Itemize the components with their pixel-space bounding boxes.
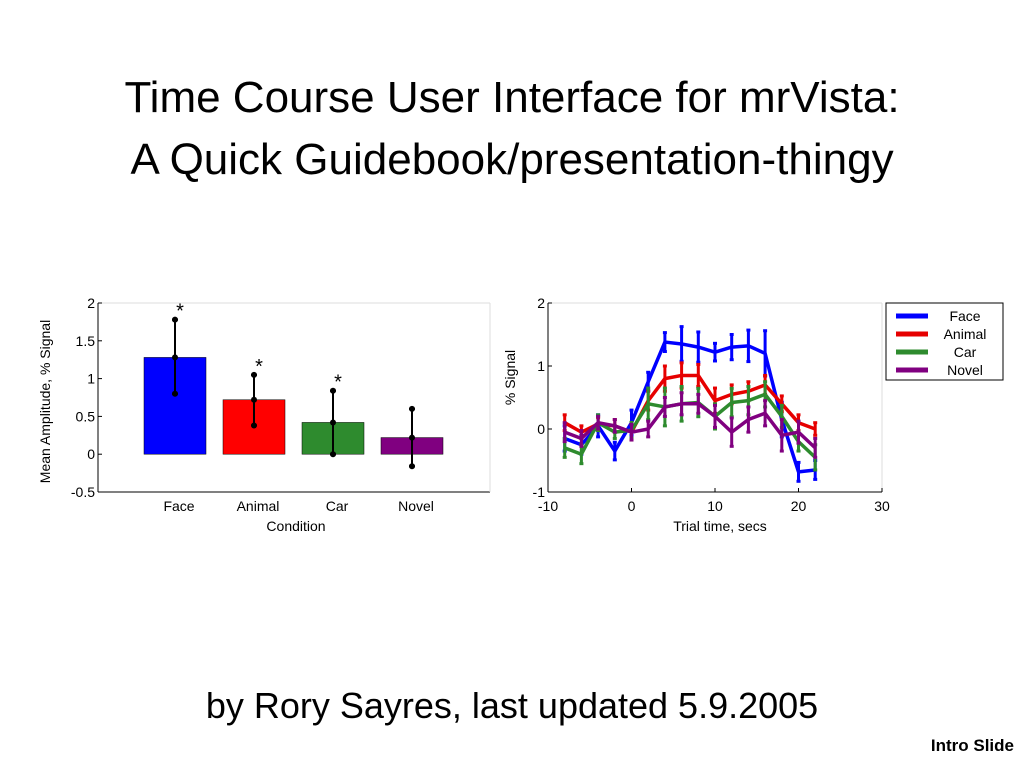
legend-label-face: Face <box>949 308 980 324</box>
x-axis-label: Trial time, secs <box>673 518 767 534</box>
error-marker <box>330 419 336 426</box>
x-tick-label-animal: Animal <box>237 498 280 514</box>
x-tick-label-car: Car <box>326 498 349 514</box>
y-axis-label: % Signal <box>502 350 518 405</box>
slide-title-line-2: A Quick Guidebook/presentation-thingy <box>130 135 894 184</box>
y-tick-label: 0 <box>87 446 95 462</box>
byline: by Rory Sayres, last updated 5.9.2005 <box>205 685 819 726</box>
y-tick-label: 0.5 <box>76 408 96 424</box>
series-line-novel <box>564 402 817 450</box>
legend: Face Animal Car Novel <box>885 302 1004 381</box>
error-marker <box>172 354 178 361</box>
slide-label: Intro Slide <box>930 736 1014 755</box>
x-tick-label: 20 <box>791 498 807 514</box>
bar-chart: 2 1.5 1 0.5 0 -0.5 * Face * Animal * Car Novel Condit… <box>37 295 491 534</box>
series-car <box>562 380 818 472</box>
legend-label-car: Car <box>954 344 977 360</box>
y-tick-label: 2 <box>537 295 545 311</box>
y-tick-label: 0 <box>537 421 545 437</box>
series-novel <box>562 391 818 459</box>
x-tick-label: -10 <box>538 498 558 514</box>
legend-label-animal: Animal <box>944 326 987 342</box>
slide-title-line-1: Time Course User Interface for mrVista: <box>124 73 900 122</box>
y-axis-label: Mean Amplitude, % Signal <box>37 320 53 483</box>
significance-mark: * <box>176 301 184 323</box>
x-tick-label: 30 <box>874 498 890 514</box>
x-tick-label: 0 <box>628 498 636 514</box>
x-axis-label: Condition <box>266 518 325 534</box>
series-line-face <box>564 340 816 474</box>
y-tick-label: -1 <box>533 484 546 500</box>
y-tick-label: -0.5 <box>71 484 95 500</box>
x-tick-label-novel: Novel <box>398 498 434 514</box>
error-marker <box>251 396 257 403</box>
x-tick-label: 10 <box>707 498 723 514</box>
y-tick-label: 1 <box>537 358 545 374</box>
x-tick-label-face: Face <box>163 498 194 514</box>
significance-mark: * <box>255 356 263 378</box>
y-tick-label: 1 <box>87 371 95 387</box>
error-marker <box>409 434 415 441</box>
legend-label-novel: Novel <box>947 362 983 378</box>
y-tick-label: 2 <box>87 295 95 311</box>
y-tick-label: 1.5 <box>76 333 96 349</box>
significance-mark: * <box>334 372 342 394</box>
